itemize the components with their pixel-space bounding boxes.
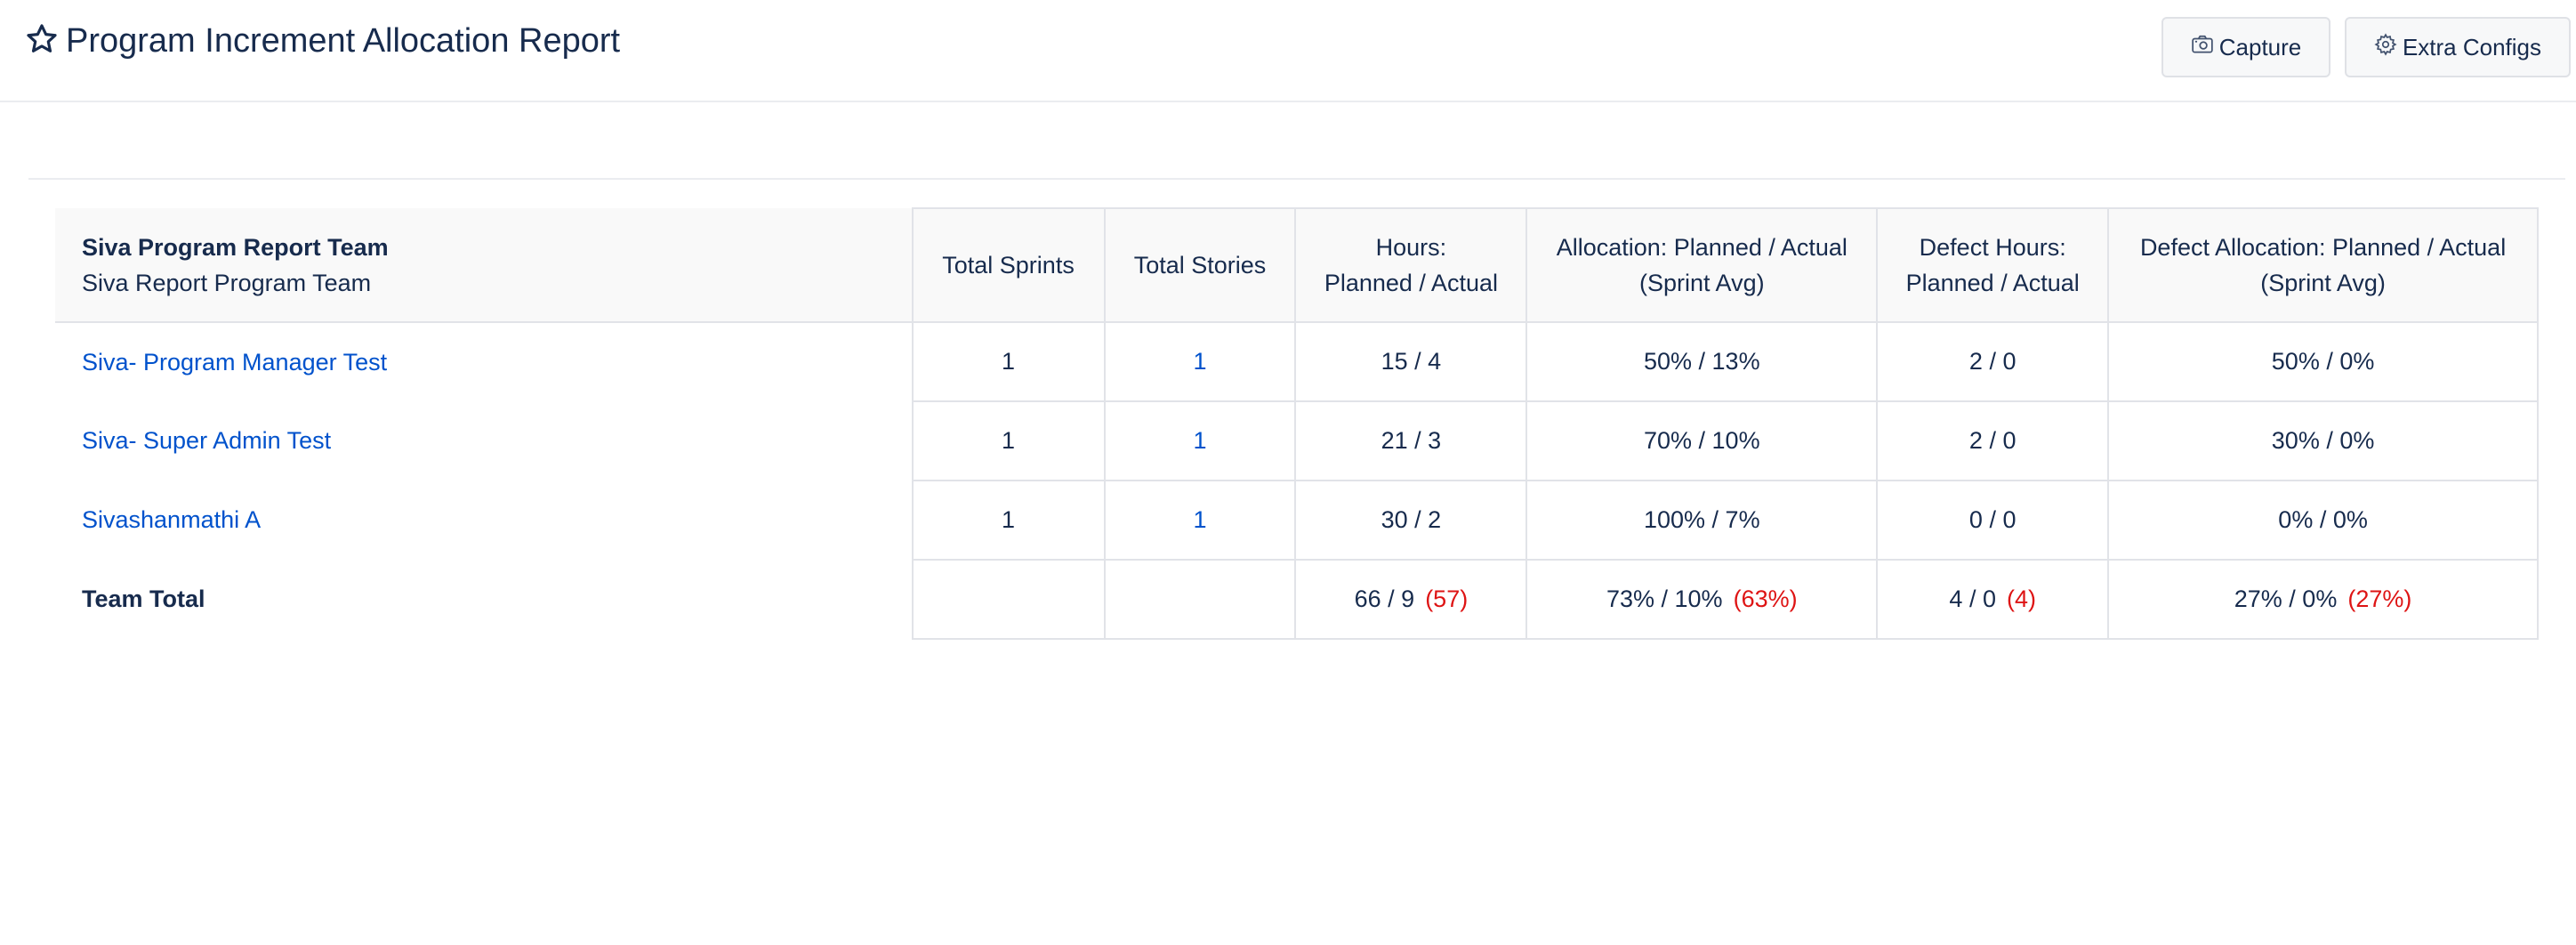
total-hours-value: 66 / 9	[1354, 586, 1415, 612]
member-cell: Sivashanmathi A	[55, 481, 914, 560]
hours-cell: 21 / 3	[1294, 400, 1528, 481]
stories-link[interactable]: 1	[1193, 506, 1207, 533]
defect-hours-cell: 2 / 0	[1876, 321, 2110, 402]
col-defect-allocation-line2: (Sprint Avg)	[2260, 270, 2386, 296]
extra-configs-label: Extra Configs	[2402, 33, 2542, 61]
table-row: Sivashanmathi A 1 1 30 / 2 100% / 7% 0 /…	[55, 480, 2539, 561]
camera-icon	[2191, 33, 2219, 62]
total-defect-allocation-value: 27% / 0%	[2234, 586, 2338, 612]
table-row: Siva- Program Manager Test 1 1 15 / 4 50…	[55, 321, 2539, 402]
total-allocation-diff: (63%)	[1733, 586, 1798, 612]
total-defect-hours-diff: (4)	[2006, 586, 2036, 612]
team-name: Siva Program Report Team	[82, 233, 389, 261]
allocation-cell: 100% / 7%	[1525, 480, 1879, 561]
col-allocation: Allocation: Planned / Actual (Sprint Avg…	[1525, 207, 1879, 323]
sprints-cell: 1	[911, 480, 1106, 561]
member-cell: Siva- Super Admin Test	[55, 401, 914, 481]
total-hours-cell: 66 / 9 (57)	[1294, 559, 1528, 640]
col-defect-allocation: Defect Allocation: Planned / Actual (Spr…	[2107, 207, 2539, 323]
total-stories-cell	[1103, 559, 1297, 640]
col-hours: Hours: Planned / Actual	[1294, 207, 1528, 323]
member-link[interactable]: Sivashanmathi A	[82, 506, 262, 533]
star-icon[interactable]	[25, 22, 59, 61]
section-divider	[28, 178, 2565, 180]
team-total-label: Team Total	[55, 560, 914, 639]
defect-hours-cell: 2 / 0	[1876, 400, 2110, 481]
total-hours-diff: (57)	[1425, 586, 1469, 612]
member-cell: Siva- Program Manager Test	[55, 322, 914, 401]
col-defect-hours: Defect Hours: Planned / Actual	[1876, 207, 2110, 323]
table-header-row: Siva Program Report Team Siva Report Pro…	[55, 207, 2539, 323]
total-defect-allocation-cell: 27% / 0% (27%)	[2107, 559, 2539, 640]
total-defect-allocation-diff: (27%)	[2347, 586, 2412, 612]
total-defect-hours-cell: 4 / 0 (4)	[1876, 559, 2110, 640]
stories-link[interactable]: 1	[1193, 348, 1207, 375]
defect-allocation-cell: 0% / 0%	[2107, 480, 2539, 561]
extra-configs-button[interactable]: Extra Configs	[2345, 17, 2571, 77]
title-area: Program Increment Allocation Report	[25, 20, 620, 62]
page-header: Program Increment Allocation Report Capt…	[0, 0, 2576, 102]
sprints-cell: 1	[911, 400, 1106, 481]
col-total-sprints: Total Sprints	[911, 207, 1106, 323]
gear-icon	[2374, 32, 2403, 62]
allocation-cell: 50% / 13%	[1525, 321, 1879, 402]
member-link[interactable]: Siva- Program Manager Test	[82, 348, 388, 376]
col-defect-hours-line2: Planned / Actual	[1905, 270, 2080, 296]
allocation-table: Siva Program Report Team Siva Report Pro…	[55, 207, 2539, 640]
total-allocation-cell: 73% / 10% (63%)	[1525, 559, 1879, 640]
col-total-stories: Total Stories	[1103, 207, 1297, 323]
team-header-cell: Siva Program Report Team Siva Report Pro…	[55, 208, 914, 323]
stories-cell: 1	[1103, 400, 1297, 481]
capture-button[interactable]: Capture	[2161, 17, 2330, 77]
total-sprints-cell	[911, 559, 1106, 640]
stories-link[interactable]: 1	[1193, 427, 1207, 454]
defect-allocation-cell: 50% / 0%	[2107, 321, 2539, 402]
stories-cell: 1	[1103, 480, 1297, 561]
total-defect-hours-value: 4 / 0	[1949, 586, 1996, 612]
table-row: Siva- Super Admin Test 1 1 21 / 3 70% / …	[55, 400, 2539, 481]
member-link[interactable]: Siva- Super Admin Test	[82, 427, 332, 454]
defect-hours-cell: 0 / 0	[1876, 480, 2110, 561]
page-title: Program Increment Allocation Report	[66, 22, 621, 60]
col-allocation-line2: (Sprint Avg)	[1639, 270, 1765, 296]
allocation-cell: 70% / 10%	[1525, 400, 1879, 481]
hours-cell: 30 / 2	[1294, 480, 1528, 561]
col-hours-line2: Planned / Actual	[1324, 270, 1498, 296]
stories-cell: 1	[1103, 321, 1297, 402]
team-subtitle: Siva Report Program Team	[82, 269, 372, 296]
col-defect-hours-line1: Defect Hours:	[1919, 234, 2066, 261]
col-hours-line1: Hours:	[1375, 234, 1447, 261]
hours-cell: 15 / 4	[1294, 321, 1528, 402]
team-total-row: Team Total 66 / 9 (57) 73% / 10% (63%) 4 /…	[55, 559, 2539, 640]
col-defect-allocation-line1: Defect Allocation: Planned / Actual	[2139, 234, 2507, 261]
capture-label: Capture	[2218, 33, 2302, 61]
defect-allocation-cell: 30% / 0%	[2107, 400, 2539, 481]
total-allocation-value: 73% / 10%	[1606, 586, 1723, 612]
col-allocation-line1: Allocation: Planned / Actual	[1556, 234, 1847, 261]
sprints-cell: 1	[911, 321, 1106, 402]
